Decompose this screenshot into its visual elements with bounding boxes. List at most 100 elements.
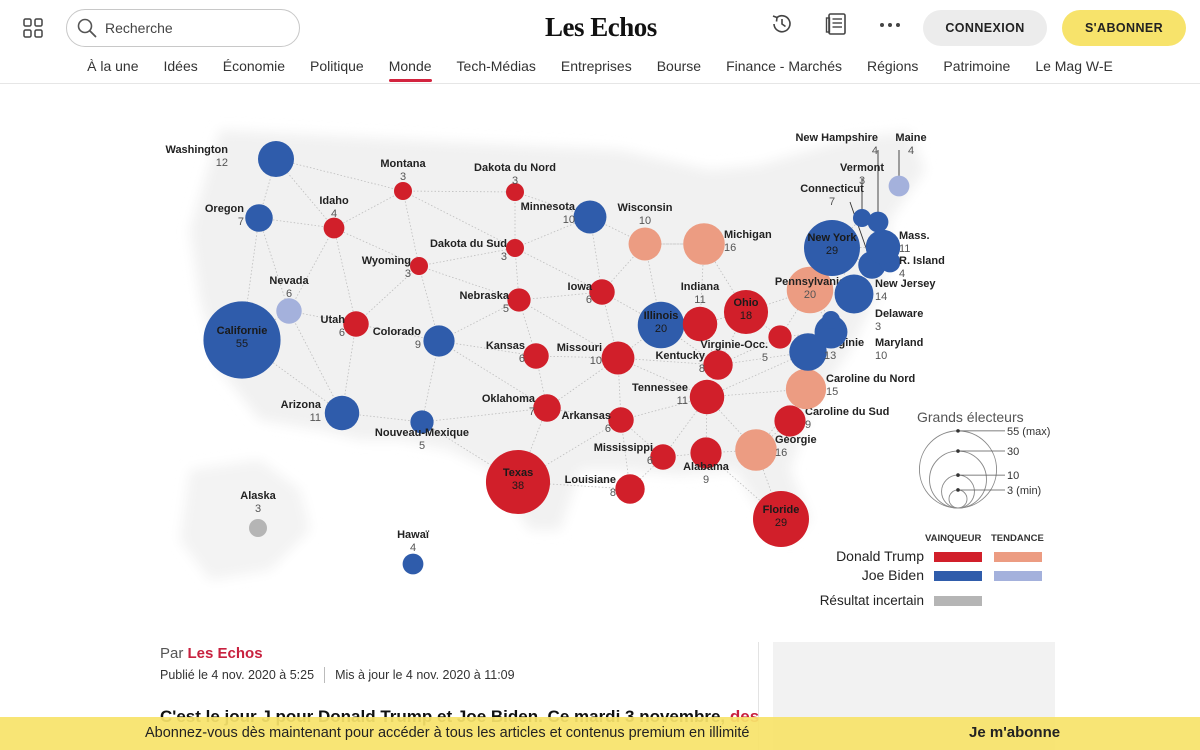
state-bubble[interactable]: [601, 341, 635, 375]
state-bubble[interactable]: [786, 266, 834, 314]
state-bubble[interactable]: [768, 325, 792, 349]
state-bubble[interactable]: [637, 301, 685, 349]
state-bubble[interactable]: [402, 553, 424, 575]
state-bubble[interactable]: [703, 350, 733, 380]
nav-item[interactable]: Entreprises: [560, 58, 632, 74]
state-bubble[interactable]: [410, 410, 434, 434]
site-logo[interactable]: Les Echos: [545, 12, 657, 42]
nav-item[interactable]: Monde: [376, 56, 444, 82]
history-icon[interactable]: [769, 11, 795, 37]
state-virginie-occ-[interactable]: Virginie-Occ.5: [700, 325, 792, 364]
nav-item[interactable]: Économie: [222, 58, 286, 74]
state-bubble[interactable]: [821, 310, 841, 330]
nav-item[interactable]: Patrimoine: [943, 58, 1011, 74]
subscribe-button[interactable]: S'ABONNER: [1062, 10, 1186, 46]
state-bubble[interactable]: [834, 274, 874, 314]
state-bubble[interactable]: [523, 343, 549, 369]
state-bubble[interactable]: [789, 333, 827, 371]
state-bubble[interactable]: [324, 395, 360, 431]
state-bubble[interactable]: [814, 315, 848, 349]
state-bubble[interactable]: [248, 518, 268, 538]
newspaper-icon[interactable]: [824, 11, 850, 37]
state-bubble[interactable]: [689, 379, 725, 415]
nav-item[interactable]: Le Mag W-E: [1035, 58, 1113, 74]
state-bubble[interactable]: [257, 140, 295, 178]
state-bubble[interactable]: [608, 407, 634, 433]
state-bubble[interactable]: [628, 227, 662, 261]
state-mass-[interactable]: Mass.11: [865, 229, 930, 265]
nav-item[interactable]: Tech-Médias: [456, 58, 536, 74]
state-bubble[interactable]: [774, 405, 806, 437]
more-icon[interactable]: [877, 11, 903, 37]
nav-item[interactable]: Finance - Marchés: [726, 58, 843, 74]
state-bubble[interactable]: [803, 219, 861, 277]
state-bubble[interactable]: [533, 394, 561, 422]
state-bubble[interactable]: [785, 368, 827, 410]
nav-item[interactable]: Bourse: [656, 58, 702, 74]
nav-item[interactable]: À la une: [87, 58, 139, 74]
state-bubble[interactable]: [888, 175, 910, 197]
state-bubble[interactable]: [409, 256, 429, 276]
state-bubble[interactable]: [276, 298, 302, 324]
state-bubble[interactable]: [505, 238, 525, 258]
state-bubble[interactable]: [650, 444, 676, 470]
state-bubble[interactable]: [735, 429, 777, 471]
search-icon[interactable]: [77, 18, 97, 38]
state-bubble[interactable]: [865, 229, 901, 265]
banner-subscribe-link[interactable]: Je m'abonne: [969, 724, 1061, 741]
nav-item[interactable]: Politique: [310, 58, 364, 74]
state-bubble[interactable]: [485, 449, 551, 515]
state-bubble[interactable]: [393, 181, 413, 201]
state-bubble[interactable]: [752, 490, 810, 548]
state-bubble[interactable]: [615, 474, 645, 504]
state-bubble[interactable]: [867, 211, 889, 233]
state-bubble[interactable]: [723, 289, 769, 335]
state-bubble[interactable]: [573, 200, 607, 234]
nav-item[interactable]: Régions: [867, 58, 919, 74]
state-bubble[interactable]: [203, 301, 281, 379]
state-bubble[interactable]: [505, 182, 525, 202]
state-bubble[interactable]: [852, 208, 872, 228]
state-bubble[interactable]: [683, 223, 725, 265]
author-link[interactable]: Les Echos: [187, 645, 263, 662]
search-input[interactable]: [105, 20, 285, 36]
state-bubble[interactable]: [682, 306, 718, 342]
state-bubble[interactable]: [343, 311, 369, 337]
